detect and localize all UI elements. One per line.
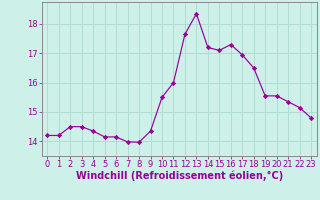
X-axis label: Windchill (Refroidissement éolien,°C): Windchill (Refroidissement éolien,°C) xyxy=(76,171,283,181)
